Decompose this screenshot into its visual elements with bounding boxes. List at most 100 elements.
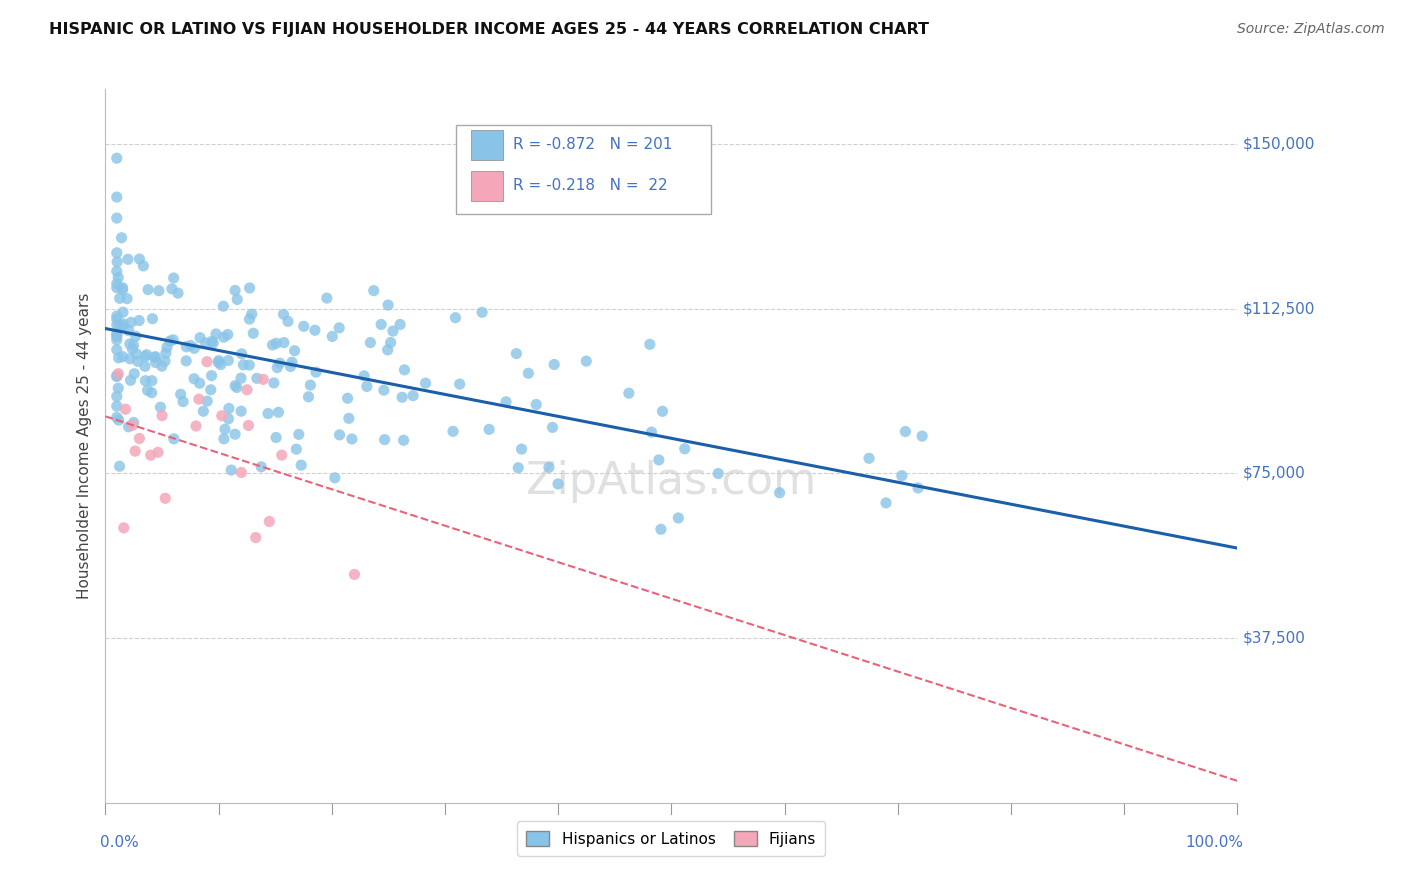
Point: [105, 245, 128, 260]
Point: [284, 343, 307, 358]
Point: [353, 368, 375, 383]
Point: [524, 397, 547, 411]
Point: [299, 378, 322, 392]
Point: [392, 434, 415, 448]
Point: [187, 392, 209, 406]
Point: [238, 358, 260, 372]
Point: [380, 335, 402, 350]
Text: R = -0.218   N =  22: R = -0.218 N = 22: [513, 178, 668, 194]
Point: [257, 407, 280, 421]
Point: [340, 432, 363, 446]
Point: [650, 522, 672, 536]
Point: [105, 368, 128, 383]
Point: [370, 318, 392, 332]
Point: [246, 371, 269, 385]
Point: [107, 367, 129, 381]
Point: [402, 389, 425, 403]
Point: [110, 231, 132, 245]
Point: [207, 355, 229, 369]
Point: [640, 425, 662, 439]
Point: [391, 390, 413, 404]
Point: [167, 286, 190, 301]
Point: [211, 409, 233, 423]
Point: [120, 315, 142, 329]
Point: [136, 384, 159, 398]
Point: [911, 429, 934, 443]
Point: [321, 329, 343, 343]
Point: [188, 376, 211, 391]
Point: [105, 254, 128, 268]
Point: [117, 252, 139, 267]
Point: [205, 326, 228, 341]
Point: [232, 358, 254, 372]
Point: [105, 277, 128, 291]
Point: [155, 346, 177, 360]
Point: [105, 190, 128, 204]
Point: [105, 329, 128, 343]
Point: [132, 259, 155, 273]
Point: [105, 211, 128, 225]
Point: [292, 319, 315, 334]
Point: [134, 350, 156, 364]
Point: [377, 343, 399, 357]
Point: [478, 422, 501, 436]
Point: [145, 355, 167, 369]
Point: [259, 515, 281, 529]
Point: [858, 451, 880, 466]
Point: [128, 252, 150, 266]
Point: [441, 425, 464, 439]
Point: [122, 367, 145, 381]
Point: [105, 264, 128, 278]
Point: [304, 323, 326, 337]
Point: [238, 418, 260, 433]
Point: [118, 351, 141, 366]
Point: [617, 386, 640, 401]
Point: [150, 359, 173, 373]
Text: ZipAtlas.com: ZipAtlas.com: [526, 460, 817, 503]
Point: [666, 511, 689, 525]
Point: [136, 283, 159, 297]
Point: [146, 445, 169, 459]
Point: [183, 372, 205, 386]
Point: [124, 329, 146, 343]
Point: [121, 342, 143, 356]
Point: [111, 281, 134, 295]
Point: [105, 399, 128, 413]
Point: [238, 312, 260, 326]
Point: [508, 460, 530, 475]
Text: Source: ZipAtlas.com: Source: ZipAtlas.com: [1237, 22, 1385, 37]
Point: [184, 419, 207, 434]
Point: [134, 374, 156, 388]
Text: $150,000: $150,000: [1243, 136, 1316, 152]
Point: [356, 379, 378, 393]
Point: [105, 309, 128, 323]
Point: [105, 369, 128, 384]
Point: [262, 338, 284, 352]
Point: [638, 337, 661, 351]
Point: [135, 348, 157, 362]
Point: [217, 411, 239, 425]
Point: [107, 381, 129, 395]
Point: [107, 413, 129, 427]
Point: [264, 430, 287, 444]
Point: [107, 270, 129, 285]
Point: [176, 340, 198, 354]
Point: [394, 363, 416, 377]
Point: [242, 326, 264, 341]
Point: [111, 283, 134, 297]
Point: [768, 485, 790, 500]
Point: [105, 389, 128, 403]
FancyBboxPatch shape: [471, 170, 503, 201]
Point: [281, 355, 304, 369]
Text: 100.0%: 100.0%: [1185, 835, 1243, 850]
Point: [212, 432, 235, 446]
Point: [117, 420, 139, 434]
Point: [128, 432, 150, 446]
Point: [188, 331, 211, 345]
Point: [336, 391, 359, 405]
Point: [105, 326, 128, 341]
Y-axis label: Householder Income Ages 25 - 44 years: Householder Income Ages 25 - 44 years: [76, 293, 91, 599]
Point: [269, 356, 291, 370]
Point: [141, 385, 163, 400]
Point: [112, 318, 135, 333]
